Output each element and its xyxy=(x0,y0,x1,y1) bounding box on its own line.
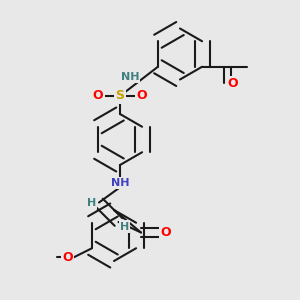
Text: S: S xyxy=(116,89,124,103)
Text: O: O xyxy=(62,251,73,264)
Text: O: O xyxy=(160,226,171,239)
Text: NH: NH xyxy=(111,178,129,188)
Text: O: O xyxy=(228,77,238,90)
Text: NH: NH xyxy=(121,72,139,82)
Text: O: O xyxy=(136,89,147,103)
Text: O: O xyxy=(93,89,104,103)
Text: H: H xyxy=(87,197,96,208)
Text: H: H xyxy=(120,221,129,232)
